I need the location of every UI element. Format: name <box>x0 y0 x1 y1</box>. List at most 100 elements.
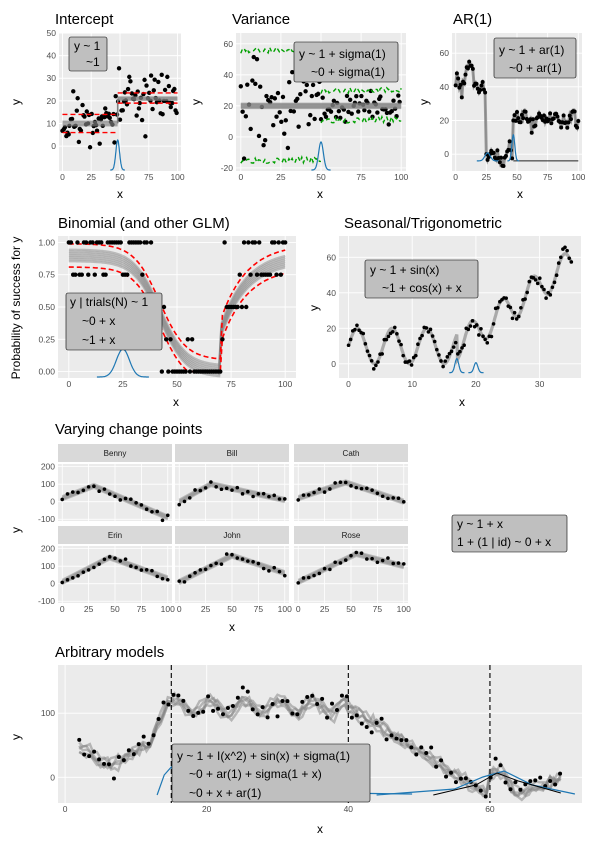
seasonal-data-point <box>376 360 380 364</box>
facet-data-point <box>349 553 353 558</box>
binomial-fit-line <box>68 254 286 372</box>
arbitrary-data-point <box>528 779 533 784</box>
seasonal-data-point <box>552 280 557 285</box>
facet-data-point <box>165 577 170 582</box>
arbitrary-data-point <box>131 752 136 757</box>
facet-data-point <box>267 569 271 573</box>
facet-data-point <box>272 493 277 498</box>
facet-data-point <box>386 496 390 501</box>
facet-data-point <box>328 567 332 572</box>
intercept-formula-line-2: ~1 <box>86 55 100 69</box>
ar1-x-tick-label: 100 <box>571 172 585 182</box>
ar1-data-point <box>566 120 571 125</box>
facet-data-point <box>333 560 337 565</box>
facet-x-tick-label: 100 <box>278 604 292 614</box>
intercept-data-point <box>134 113 139 118</box>
ar1-data-point <box>474 81 479 86</box>
seasonal-ylabel: y <box>307 305 321 311</box>
seasonal-data-point <box>363 342 368 346</box>
intercept-data-point <box>90 130 96 136</box>
binomial-y-tick-label: 1.00 <box>38 237 55 247</box>
facet-data-point <box>370 556 374 561</box>
variance-data-point <box>344 93 350 99</box>
facet-data-point <box>317 571 322 576</box>
facet-data-point <box>182 499 187 504</box>
facet-data-point <box>129 497 133 502</box>
variance-data-point <box>250 78 255 83</box>
facet-data-point <box>317 487 322 491</box>
arbitrary-data-point <box>419 745 424 750</box>
facet-x-tick-label: 100 <box>397 604 411 614</box>
seasonal-data-point <box>357 328 361 333</box>
facet-data-point <box>296 581 301 585</box>
variance-xlabel: x <box>317 187 323 201</box>
seasonal-data-point <box>386 334 391 339</box>
binomial-data-point <box>222 240 227 245</box>
panel-varying: Varying change points Benny-1000100200Bi… <box>9 421 568 634</box>
facet-y-tick-label: 0 <box>50 579 55 589</box>
ar1-data-point <box>519 112 524 117</box>
variance-data-point <box>274 114 279 119</box>
arbitrary-data-point <box>320 696 325 701</box>
facet-data-point <box>129 564 133 568</box>
arbitrary-data-point <box>161 700 166 705</box>
facet-x-tick-label: 25 <box>201 604 211 614</box>
seasonal-data-point <box>384 337 389 342</box>
arbitrary-data-point <box>225 706 230 711</box>
seasonal-data-point <box>466 327 471 332</box>
facet-data-point <box>251 559 255 564</box>
seasonal-data-point <box>353 327 357 332</box>
ar1-data-point <box>458 82 463 87</box>
intercept-data-point <box>80 102 85 108</box>
facet-data-point <box>282 497 287 501</box>
facet-data-point <box>354 485 359 490</box>
intercept-formula-box <box>68 36 108 72</box>
facet-strip-label: Benny <box>104 449 127 458</box>
seasonal-data-point <box>563 245 567 250</box>
arbitrary-formula-line-1: y ~ 1 + I(x^2) + sin(x) + sigma(1) <box>177 749 350 763</box>
variance-data-point <box>298 91 303 97</box>
intercept-data-point <box>139 117 145 123</box>
facet-data-point <box>343 558 348 562</box>
variance-data-point <box>272 96 278 101</box>
facet-y-tick-label: 0 <box>50 497 55 507</box>
arbitrary-data-point <box>77 737 82 742</box>
seasonal-data-point <box>361 331 366 336</box>
facet-data-point <box>386 556 390 560</box>
arbitrary-data-point <box>126 748 131 753</box>
arbitrary-data-point <box>434 764 439 769</box>
facet-x-tick-label: 0 <box>60 604 65 614</box>
intercept-data-point <box>165 74 170 80</box>
facet-data-point <box>203 567 208 572</box>
variance-data-point <box>331 98 337 103</box>
facet-data-point <box>150 509 154 514</box>
arbitrary-data-point <box>206 694 211 699</box>
seasonal-x-tick-label: 30 <box>535 379 545 389</box>
variance-y-tick-label: 0 <box>228 132 233 142</box>
arbitrary-data-point <box>201 709 206 714</box>
seasonal-data-point <box>401 353 405 358</box>
seasonal-data-point <box>367 353 372 358</box>
seasonal-data-point <box>430 334 435 338</box>
binomial-data-point <box>138 240 143 245</box>
intercept-data-point <box>152 77 157 82</box>
facet-data-point <box>277 569 282 574</box>
binomial-data-point <box>254 272 260 277</box>
facet-strip <box>175 444 289 462</box>
arbitrary-y-tick-label: 100 <box>41 708 55 718</box>
arbitrary-data-point <box>498 763 503 768</box>
seasonal-data-point <box>371 367 376 371</box>
seasonal-x-tick-label: 20 <box>471 379 481 389</box>
binomial-data-point <box>103 272 108 277</box>
facet-data-point <box>187 496 192 500</box>
ar1-data-point <box>555 114 560 119</box>
variance-data-point <box>245 82 250 87</box>
ar1-data-point <box>523 109 528 114</box>
ar1-formula-line-2: ~0 + ar(1) <box>509 61 562 75</box>
seasonal-x-tick-label: 10 <box>408 379 418 389</box>
facet-data-point <box>322 566 327 571</box>
ar1-data-point <box>541 113 546 118</box>
arbitrary-data-point <box>493 756 498 761</box>
seasonal-data-point <box>550 285 555 290</box>
seasonal-data-point <box>407 359 412 363</box>
